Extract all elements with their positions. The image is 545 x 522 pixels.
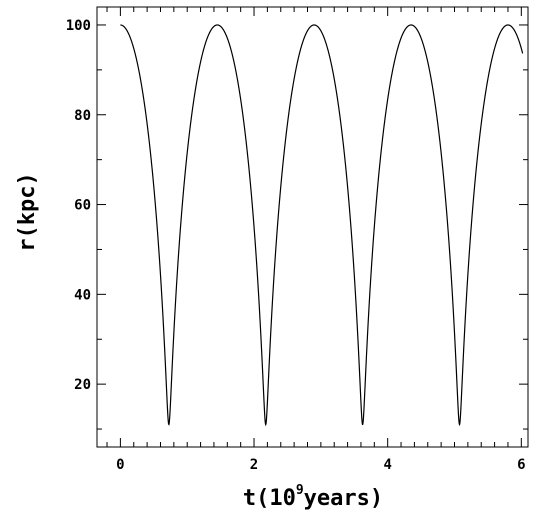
series-line-r: [120, 24, 524, 427]
x-axis-ticks: 0 2 4 6: [106, 7, 526, 473]
y-tick-label: 40: [74, 287, 91, 303]
x-tick-label: 0: [116, 457, 124, 473]
x-axis-label: t(109years): [243, 483, 383, 511]
y-tick-label: 60: [74, 198, 91, 214]
x-tick-label: 2: [250, 457, 258, 473]
x-tick-label: 6: [517, 457, 525, 473]
plot-frame: [96, 6, 529, 448]
y-axis-ticks: 20 40 60 80 100: [66, 18, 528, 430]
y-tick-label: 20: [74, 377, 91, 393]
y-axis-label: r(kpc): [15, 172, 40, 251]
x-tick-label: 4: [383, 457, 391, 473]
y-tick-label: 100: [66, 18, 91, 34]
y-tick-label: 80: [74, 108, 91, 124]
